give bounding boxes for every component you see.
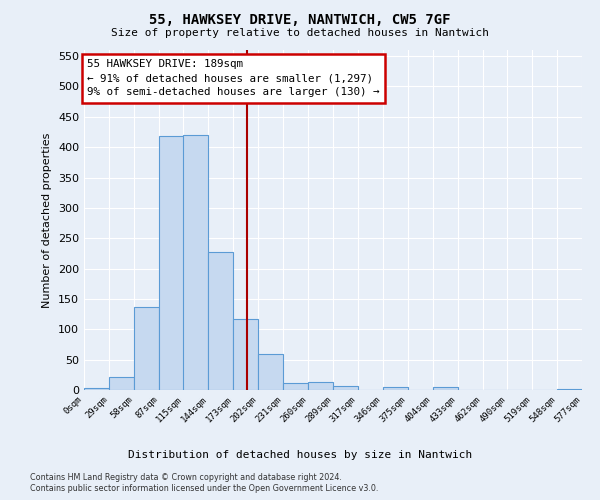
Text: Size of property relative to detached houses in Nantwich: Size of property relative to detached ho… (111, 28, 489, 38)
Bar (283, 382, 308, 390)
Bar (109, 376, 134, 390)
Bar (383, 387, 407, 390)
Bar (84, 388, 109, 390)
Bar (259, 354, 283, 390)
Bar (233, 319, 259, 390)
Text: 55 HAWKSEY DRIVE: 189sqm
← 91% of detached houses are smaller (1,297)
9% of semi: 55 HAWKSEY DRIVE: 189sqm ← 91% of detach… (88, 59, 380, 97)
Bar (208, 252, 233, 390)
Bar (159, 136, 184, 390)
Text: Distribution of detached houses by size in Nantwich: Distribution of detached houses by size … (128, 450, 472, 460)
Text: Contains public sector information licensed under the Open Government Licence v3: Contains public sector information licen… (30, 484, 379, 493)
Text: 55, HAWKSEY DRIVE, NANTWICH, CW5 7GF: 55, HAWKSEY DRIVE, NANTWICH, CW5 7GF (149, 12, 451, 26)
Bar (183, 135, 208, 390)
Bar (557, 389, 582, 390)
Bar (334, 386, 358, 390)
Y-axis label: Number of detached properties: Number of detached properties (43, 132, 52, 308)
Bar (308, 382, 334, 390)
Bar (433, 387, 458, 390)
Bar (134, 307, 159, 390)
Text: Contains HM Land Registry data © Crown copyright and database right 2024.: Contains HM Land Registry data © Crown c… (30, 472, 342, 482)
